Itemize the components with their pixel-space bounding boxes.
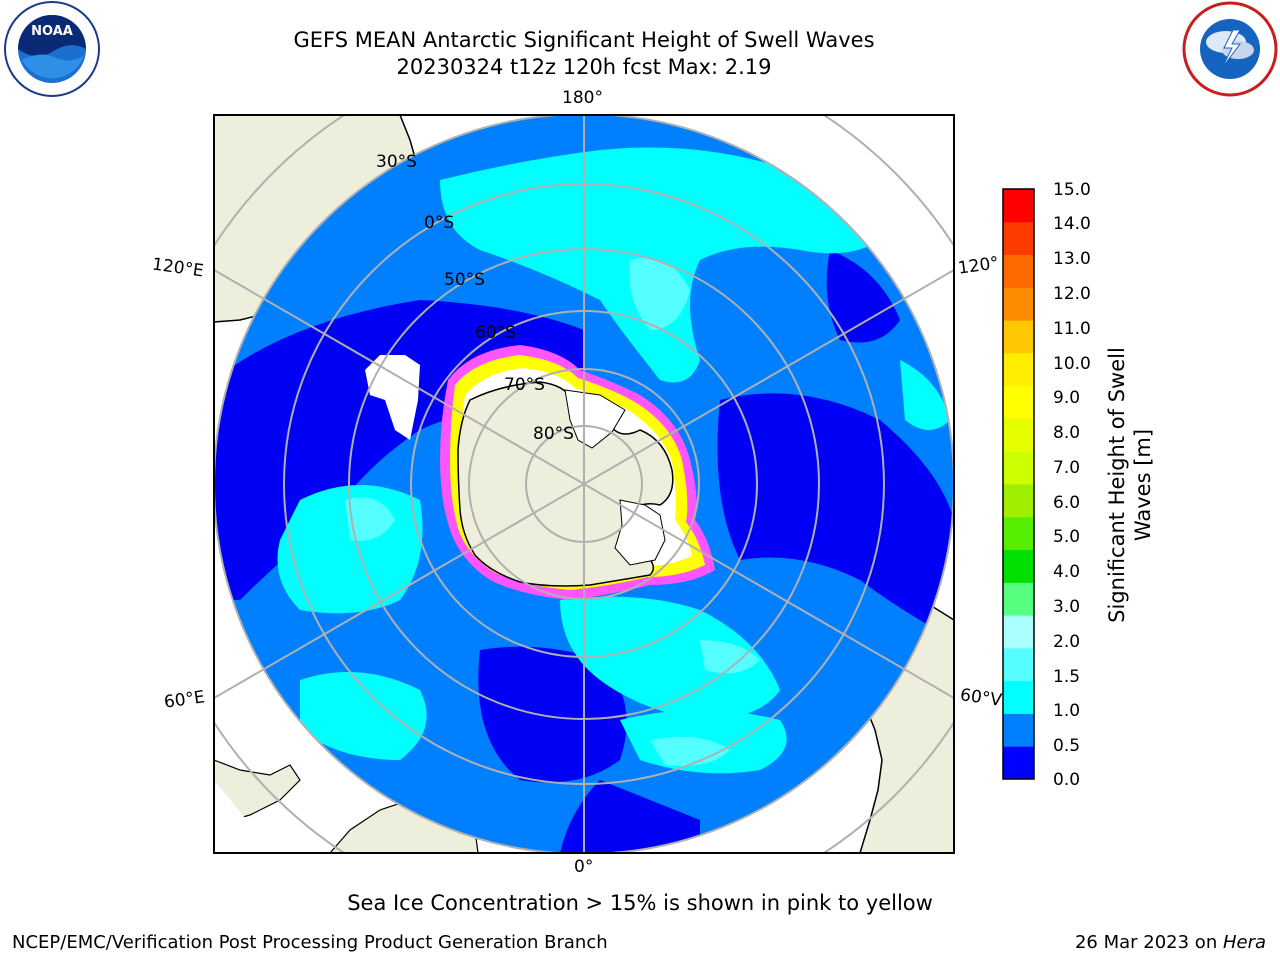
colorbar-segment bbox=[1003, 582, 1034, 616]
colorbar-tick: 0.5 bbox=[1053, 736, 1081, 756]
colorbar-segment bbox=[1003, 615, 1034, 649]
lat-label-50s: 50°S bbox=[444, 270, 485, 290]
colorbar-segment bbox=[1003, 484, 1034, 518]
colorbar-tick: 7.0 bbox=[1053, 458, 1081, 478]
lat-label-60s: 60°S bbox=[475, 323, 516, 343]
sea-ice-caption: Sea Ice Concentration > 15% is shown in … bbox=[347, 891, 933, 915]
colorbar-tick: 4.0 bbox=[1053, 562, 1081, 582]
colorbar-tick: 15.0 bbox=[1053, 180, 1091, 200]
colorbar-title-text: Significant Height of Swell Waves [m] bbox=[1105, 347, 1155, 623]
footer-credit: NCEP/EMC/Verification Post Processing Pr… bbox=[12, 932, 608, 953]
colorbar-tick: 0.0 bbox=[1053, 770, 1081, 790]
colorbar-segment bbox=[1003, 451, 1034, 485]
colorbar-segment bbox=[1003, 647, 1034, 682]
colorbar-segment bbox=[1003, 680, 1034, 714]
noaa-logo-text: NOAA bbox=[31, 24, 73, 39]
colorbar-tick: 5.0 bbox=[1053, 527, 1081, 547]
colorbar-segment bbox=[1003, 418, 1034, 452]
colorbar-segment bbox=[1003, 385, 1034, 419]
colorbar-tick: 8.0 bbox=[1053, 423, 1081, 443]
colorbar-segment bbox=[1003, 746, 1034, 780]
colorbar-segment bbox=[1003, 189, 1034, 223]
footer-date-text: 26 Mar 2023 on bbox=[1074, 932, 1223, 953]
footer-date: 26 Mar 2023 on Hera bbox=[1075, 932, 1266, 953]
colorbar-segment bbox=[1003, 320, 1034, 354]
noaa-logo: NOAA bbox=[4, 1, 100, 97]
colorbar bbox=[1002, 188, 1035, 780]
map-border bbox=[213, 114, 955, 854]
colorbar-tick: 11.0 bbox=[1053, 319, 1091, 339]
colorbar-segment bbox=[1003, 713, 1034, 747]
chart-subtitle: 20230324 t12z 120h fcst Max: 2.19 bbox=[396, 55, 772, 79]
lon-label-180: 180° bbox=[562, 88, 603, 108]
colorbar-tick: 12.0 bbox=[1053, 284, 1091, 304]
footer-host: Hera bbox=[1222, 932, 1266, 953]
lat-label-70s: 70°S bbox=[504, 375, 545, 395]
colorbar-segment bbox=[1003, 549, 1034, 583]
nws-logo bbox=[1182, 1, 1278, 97]
colorbar-tick: 10.0 bbox=[1053, 354, 1091, 374]
map-frame bbox=[214, 115, 954, 853]
colorbar-tick: 2.0 bbox=[1053, 632, 1081, 652]
lon-label-0: 0° bbox=[574, 857, 594, 877]
colorbar-tick: 9.0 bbox=[1053, 388, 1081, 408]
colorbar-tick: 3.0 bbox=[1053, 597, 1081, 617]
lat-label-80s: 80°S bbox=[533, 424, 574, 444]
colorbar-segment bbox=[1003, 516, 1034, 551]
chart-title: GEFS MEAN Antarctic Significant Height o… bbox=[293, 28, 875, 52]
colorbar-tick: 13.0 bbox=[1053, 249, 1091, 269]
lat-label-40s: 0°S bbox=[424, 213, 455, 233]
colorbar-tick: 6.0 bbox=[1053, 493, 1081, 513]
madagascar-land bbox=[214, 780, 260, 853]
graticule bbox=[214, 115, 954, 853]
colorbar-tick: 1.0 bbox=[1053, 701, 1081, 721]
colorbar-tick: 1.5 bbox=[1053, 667, 1081, 687]
colorbar-segment bbox=[1003, 352, 1034, 387]
colorbar-segment bbox=[1003, 221, 1034, 256]
colorbar-tick: 14.0 bbox=[1053, 214, 1091, 234]
colorbar-segment bbox=[1003, 287, 1034, 321]
colorbar-segment bbox=[1003, 254, 1034, 288]
lat-label-30s: 30°S bbox=[376, 152, 417, 172]
